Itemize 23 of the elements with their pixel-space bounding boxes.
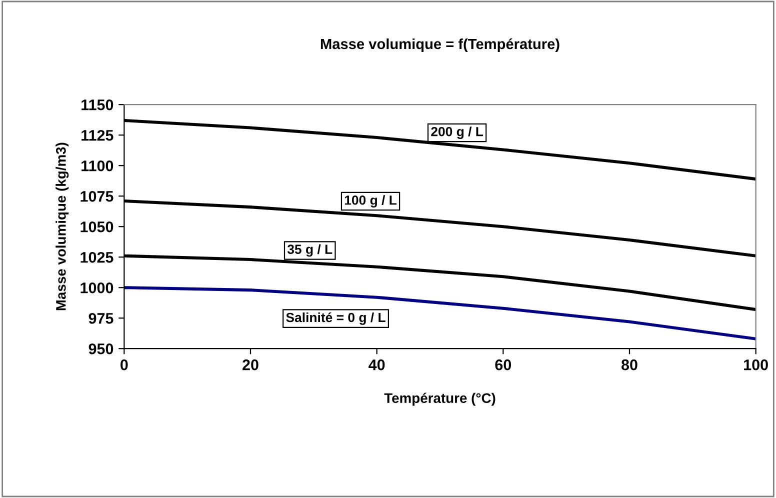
y-tick-label: 1100 bbox=[82, 160, 114, 172]
y-tick-label: 950 bbox=[88, 343, 114, 354]
x-tick-label: 60 bbox=[495, 359, 512, 370]
line-series bbox=[124, 286, 756, 340]
y-tick-label: 1000 bbox=[80, 282, 114, 294]
series-label: 35 g / L bbox=[287, 244, 332, 257]
chart-title: Masse volumique = f(Température) bbox=[320, 38, 560, 52]
x-tick-label: 0 bbox=[120, 359, 128, 370]
y-tick-label: 1050 bbox=[80, 221, 114, 232]
x-axis-title: Température (°C) bbox=[384, 392, 496, 406]
y-tick-label: 1075 bbox=[80, 190, 114, 202]
series-label: 200 g / L bbox=[431, 126, 484, 139]
series-label: 100 g / L bbox=[344, 195, 397, 208]
y-tick-label: 975 bbox=[88, 312, 114, 324]
x-tick-label: 20 bbox=[242, 359, 258, 370]
x-tick-label: 80 bbox=[621, 359, 638, 370]
x-tick-label: 40 bbox=[368, 359, 385, 370]
y-axis-title: Masse volumique (kg/m3) bbox=[56, 142, 69, 310]
y-tick-label: 1150 bbox=[82, 99, 114, 110]
x-tick-label: 100 bbox=[744, 359, 768, 370]
y-tick-label: 1125 bbox=[82, 130, 114, 141]
series-label: Salinité = 0 g / L bbox=[286, 312, 386, 325]
y-tick-label: 1025 bbox=[80, 252, 114, 263]
